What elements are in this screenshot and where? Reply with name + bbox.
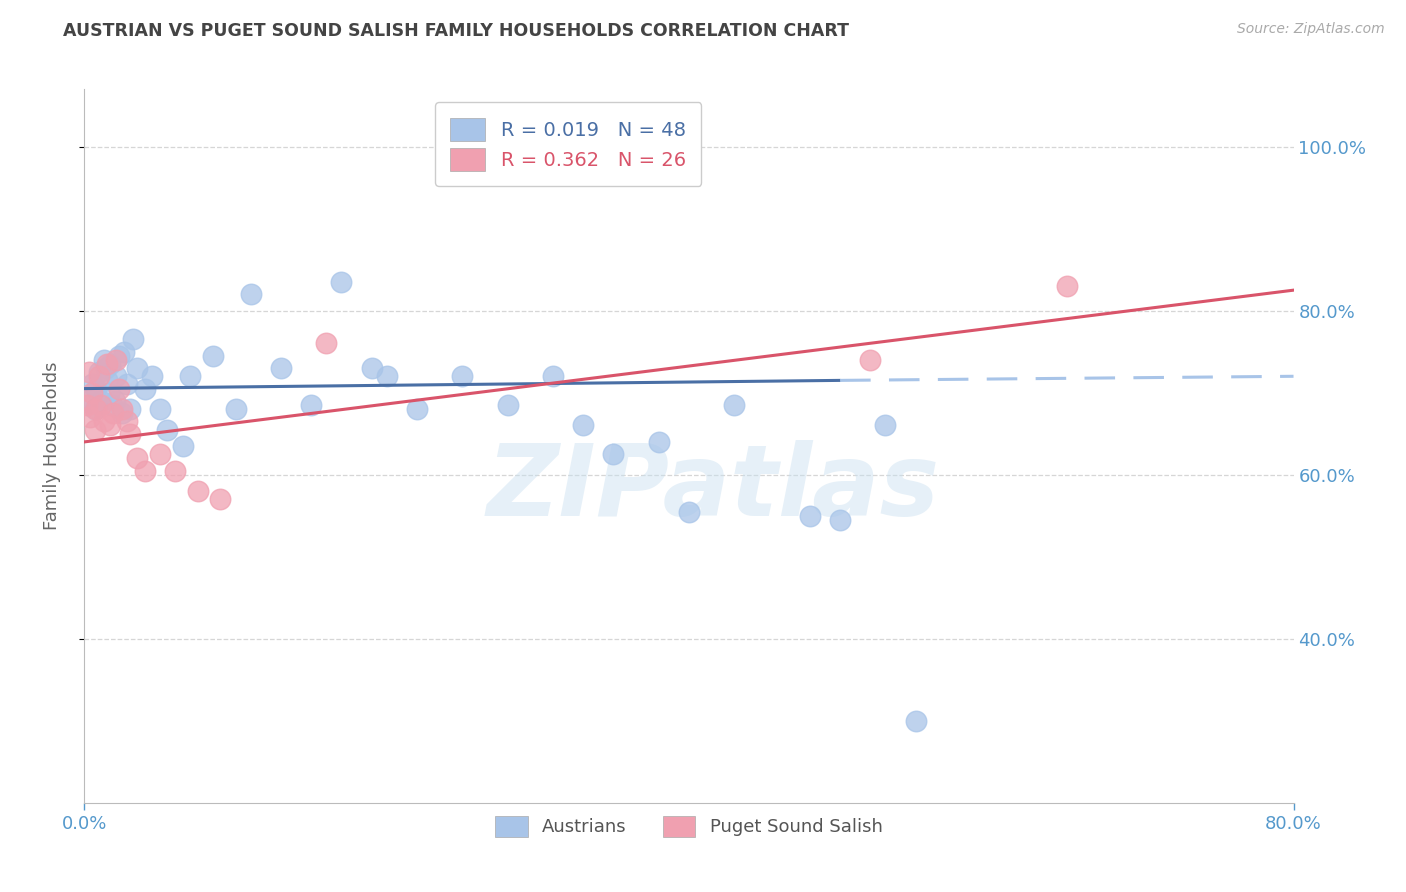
Point — [100, 398, 122, 412]
Point — [111, 406, 134, 420]
Point — [723, 398, 745, 412]
Point — [93, 352, 115, 367]
Point — [299, 398, 322, 412]
Point — [86, 402, 108, 417]
Point — [904, 714, 927, 728]
Point — [602, 447, 624, 461]
Point — [406, 402, 429, 417]
Point — [90, 398, 112, 412]
Point — [118, 402, 141, 417]
Point — [96, 357, 118, 371]
Point — [149, 402, 172, 417]
Point — [541, 369, 564, 384]
Point — [451, 369, 474, 384]
Point — [121, 332, 143, 346]
Point — [77, 390, 100, 404]
Point — [105, 369, 128, 384]
Point — [80, 385, 103, 400]
Point — [239, 287, 262, 301]
Point — [101, 406, 124, 420]
Point — [111, 402, 134, 417]
Point — [97, 385, 120, 400]
Point — [225, 402, 247, 417]
Point — [112, 344, 135, 359]
Legend: Austrians, Puget Sound Salish: Austrians, Puget Sound Salish — [488, 808, 890, 844]
Point — [375, 369, 398, 384]
Point — [678, 505, 700, 519]
Point — [165, 464, 187, 478]
Point — [104, 393, 127, 408]
Point — [149, 447, 172, 461]
Point — [859, 352, 882, 367]
Point — [79, 410, 101, 425]
Point — [115, 414, 138, 428]
Point — [360, 361, 382, 376]
Text: Source: ZipAtlas.com: Source: ZipAtlas.com — [1237, 22, 1385, 37]
Point — [94, 361, 117, 376]
Point — [648, 434, 671, 449]
Point — [134, 464, 156, 478]
Point — [875, 418, 897, 433]
Point — [270, 361, 292, 376]
Point — [76, 398, 98, 412]
Point — [141, 369, 163, 384]
Point — [80, 377, 103, 392]
Point — [108, 382, 131, 396]
Point — [77, 365, 100, 379]
Point — [89, 369, 111, 384]
Point — [172, 439, 194, 453]
Point — [830, 513, 852, 527]
Point — [156, 423, 179, 437]
Point — [105, 352, 128, 367]
Point — [127, 361, 149, 376]
Point — [330, 275, 353, 289]
Point — [96, 373, 118, 387]
Point — [187, 484, 209, 499]
Point — [127, 451, 149, 466]
Point — [179, 369, 201, 384]
Point — [799, 508, 821, 523]
Point — [86, 382, 108, 396]
Point — [115, 377, 138, 392]
Point — [201, 349, 224, 363]
Y-axis label: Family Households: Family Households — [42, 362, 60, 530]
Point — [209, 492, 232, 507]
Text: AUSTRIAN VS PUGET SOUND SALISH FAMILY HOUSEHOLDS CORRELATION CHART: AUSTRIAN VS PUGET SOUND SALISH FAMILY HO… — [63, 22, 849, 40]
Point — [89, 365, 111, 379]
Point — [98, 357, 121, 371]
Point — [84, 402, 107, 417]
Point — [93, 414, 115, 428]
Point — [315, 336, 337, 351]
Text: ZIPatlas: ZIPatlas — [486, 441, 939, 537]
Point — [84, 423, 107, 437]
Point — [118, 426, 141, 441]
Point — [1056, 279, 1078, 293]
Point — [572, 418, 595, 433]
Point — [134, 382, 156, 396]
Point — [90, 393, 112, 408]
Point — [496, 398, 519, 412]
Point — [98, 418, 121, 433]
Point — [108, 349, 131, 363]
